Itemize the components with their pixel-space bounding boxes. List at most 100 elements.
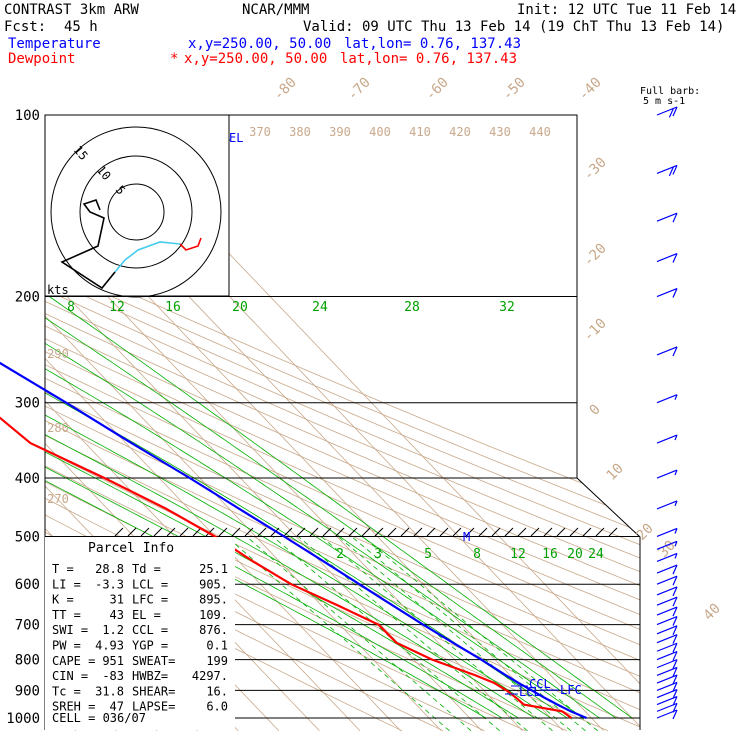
parcel-row-label: CAPE = bbox=[52, 654, 95, 668]
parcel-row-value: -83 bbox=[102, 669, 124, 683]
parcel-row-value: 199 bbox=[206, 654, 228, 668]
lfc-label: LFC bbox=[560, 683, 582, 697]
pressure-tick-label: 800 bbox=[15, 653, 40, 669]
parcel-row-label: LCL = bbox=[132, 577, 168, 591]
wind-barb bbox=[656, 586, 678, 597]
temperature-line bbox=[0, 361, 587, 720]
m-label: M bbox=[463, 530, 470, 544]
parcel-row-value: -3.3 bbox=[95, 577, 124, 591]
hatch-mark bbox=[491, 527, 501, 537]
wind-barb-flag bbox=[672, 703, 678, 713]
wind-barb-flag bbox=[672, 667, 678, 677]
hodograph-ring bbox=[107, 183, 165, 241]
init-time: Init: 12 UTC Tue 11 Feb 14 bbox=[517, 2, 736, 18]
wind-barb-flag bbox=[672, 575, 678, 586]
hatch-mark bbox=[231, 527, 241, 537]
parcel-row-value: 25.1 bbox=[199, 562, 228, 576]
wind-barb-staff bbox=[656, 469, 678, 479]
wind-barb bbox=[656, 500, 678, 510]
mixing-ratio-line bbox=[351, 536, 586, 732]
wind-barb-flag bbox=[672, 253, 678, 263]
mixing-ratio-label: 24 bbox=[312, 300, 328, 315]
wind-barb-flag bbox=[672, 709, 678, 720]
hatch-mark bbox=[179, 527, 189, 537]
wind-barb bbox=[656, 674, 678, 685]
hatch-mark bbox=[517, 527, 527, 537]
wind-barb bbox=[656, 606, 678, 617]
hatch-mark bbox=[530, 527, 540, 537]
parcel-row-value: 16. bbox=[206, 684, 228, 698]
hodograph-trace-high bbox=[60, 199, 116, 290]
hatch-mark bbox=[426, 527, 436, 537]
wind-barb bbox=[656, 642, 678, 653]
parcel-row-label: SWI = bbox=[52, 623, 88, 637]
wind-barb-staff bbox=[656, 346, 678, 356]
parcel-row-label: CCL = bbox=[132, 623, 168, 637]
wind-barb bbox=[656, 651, 678, 661]
wind-barb bbox=[656, 527, 678, 538]
mixing-ratio-label: 20 bbox=[567, 547, 583, 562]
wind-barb-flag bbox=[672, 643, 678, 653]
hatch-mark bbox=[543, 527, 553, 537]
dewpoint-xy: x,y=250.00, 50.00 bbox=[184, 51, 327, 67]
theta-label: 410 bbox=[409, 125, 431, 139]
hatch-row bbox=[114, 527, 618, 537]
dry-adiabat bbox=[45, 115, 609, 732]
parcel-row-value: 951 bbox=[102, 654, 124, 668]
parcel-row-label: LFC = bbox=[132, 593, 168, 607]
wind-barb-flag bbox=[672, 288, 678, 298]
parcel-row-value: 31 bbox=[110, 593, 124, 607]
wind-barb-half bbox=[674, 553, 678, 559]
wind-barb bbox=[656, 434, 678, 444]
hodograph-ring bbox=[79, 155, 193, 269]
wind-barb-half bbox=[674, 434, 678, 441]
mixing-ratio-label: 16 bbox=[542, 547, 558, 562]
el-label: EL bbox=[229, 131, 243, 145]
wind-barb-staff bbox=[656, 642, 678, 652]
dry-adiabat bbox=[45, 115, 640, 732]
wind-barb-staff bbox=[656, 616, 678, 626]
wind-barb-flag bbox=[672, 606, 678, 617]
pressure-tick-label: 100 bbox=[15, 108, 40, 124]
hatch-mark bbox=[309, 527, 319, 537]
wind-barb-flag bbox=[668, 108, 674, 118]
hatch-mark bbox=[478, 527, 488, 537]
plot-frame bbox=[45, 114, 641, 730]
isotherm-label: 40 bbox=[701, 601, 724, 624]
isotherm-label: -60 bbox=[423, 75, 452, 104]
wind-barb bbox=[656, 106, 678, 118]
hatch-mark bbox=[374, 527, 384, 537]
parcel-row-value: 4297. bbox=[192, 669, 228, 683]
hatch-mark bbox=[400, 527, 410, 537]
dry-adiabat bbox=[45, 115, 640, 732]
wind-barb-flag bbox=[672, 596, 678, 607]
theta-label: 390 bbox=[329, 125, 351, 139]
theta-label: 420 bbox=[449, 125, 471, 139]
parcel-row-label: TT = bbox=[52, 608, 81, 622]
hatch-mark bbox=[452, 527, 462, 537]
wind-barb-half bbox=[674, 528, 678, 534]
isotherm-label: -10 bbox=[581, 316, 610, 345]
isotherm-label: -70 bbox=[345, 75, 374, 104]
isotherm-label: -40 bbox=[576, 75, 605, 104]
theta-label: 440 bbox=[529, 125, 551, 139]
theta-label: 370 bbox=[249, 125, 271, 139]
wind-barb bbox=[656, 540, 678, 550]
dry-adiabat bbox=[45, 115, 640, 732]
hatch-mark bbox=[127, 527, 137, 537]
mixing-ratio-label: 16 bbox=[165, 300, 181, 315]
parcel-row-value: 43 bbox=[110, 608, 124, 622]
wind-barb-half bbox=[674, 394, 678, 400]
wind-barbs: Full barb: 5 m s-1 bbox=[640, 86, 700, 720]
hatch-mark bbox=[140, 527, 150, 537]
dry-adiabat bbox=[45, 115, 640, 732]
wind-barb bbox=[656, 659, 678, 669]
wind-barb-flag bbox=[672, 651, 678, 661]
wind-barb-staff bbox=[656, 500, 678, 510]
model-title: CONTRAST 3km ARW bbox=[4, 2, 139, 18]
wind-barb-staff bbox=[656, 625, 678, 635]
hatch-mark bbox=[387, 527, 397, 537]
parcel-row-label: LI = bbox=[52, 577, 81, 591]
